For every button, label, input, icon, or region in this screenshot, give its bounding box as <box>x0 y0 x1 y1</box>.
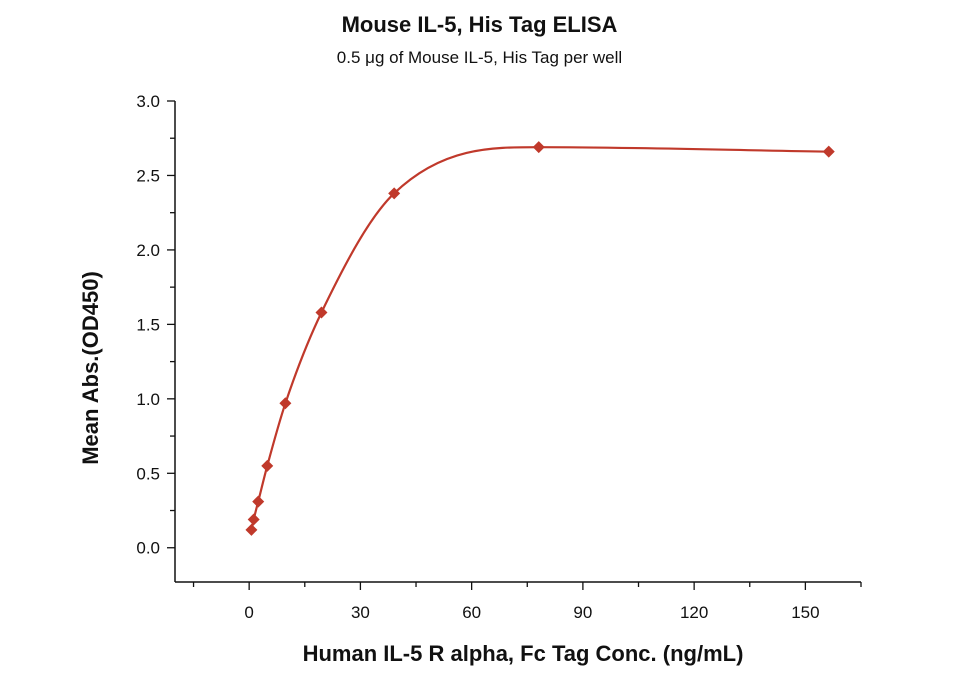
data-point <box>245 523 258 536</box>
fit-curve-group <box>250 146 829 531</box>
data-point <box>279 397 292 410</box>
x-axis-ticks: 0 30 60 90 120 150 <box>192 582 862 622</box>
y-axis-ticks: 0.0 0.5 1.0 1.5 2.0 2.5 3.0 <box>136 92 175 558</box>
data-point <box>388 187 401 200</box>
data-points <box>245 141 835 536</box>
x-tick-label: 60 <box>462 603 481 622</box>
x-tick-label: 120 <box>680 603 708 622</box>
y-axis-label: Mean Abs.(OD450) <box>78 271 103 465</box>
data-point <box>822 145 835 158</box>
axes <box>174 101 861 583</box>
chart-subtitle: 0.5 μg of Mouse IL-5, His Tag per well <box>336 48 623 67</box>
y-tick-label: 1.5 <box>136 315 160 334</box>
y-tick-label: 2.0 <box>136 241 160 260</box>
x-tick-label: 90 <box>573 603 592 622</box>
data-point <box>532 141 545 154</box>
y-tick-label: 0.0 <box>136 539 160 558</box>
x-axis-label: Human IL-5 R alpha, Fc Tag Conc. (ng/mL) <box>303 641 744 666</box>
chart-title: Mouse IL-5, His Tag ELISA <box>341 12 618 37</box>
y-tick-label: 1.0 <box>136 390 160 409</box>
x-tick-label: 30 <box>351 603 370 622</box>
data-point <box>315 306 328 319</box>
data-point <box>261 459 274 472</box>
data-point <box>252 495 265 508</box>
x-tick-label: 150 <box>791 603 819 622</box>
y-tick-label: 3.0 <box>136 92 160 111</box>
x-tick-label: 0 <box>244 603 253 622</box>
data-point <box>247 513 260 526</box>
fit-curve <box>250 146 829 531</box>
y-tick-label: 0.5 <box>136 464 160 483</box>
y-tick-label: 2.5 <box>136 166 160 185</box>
